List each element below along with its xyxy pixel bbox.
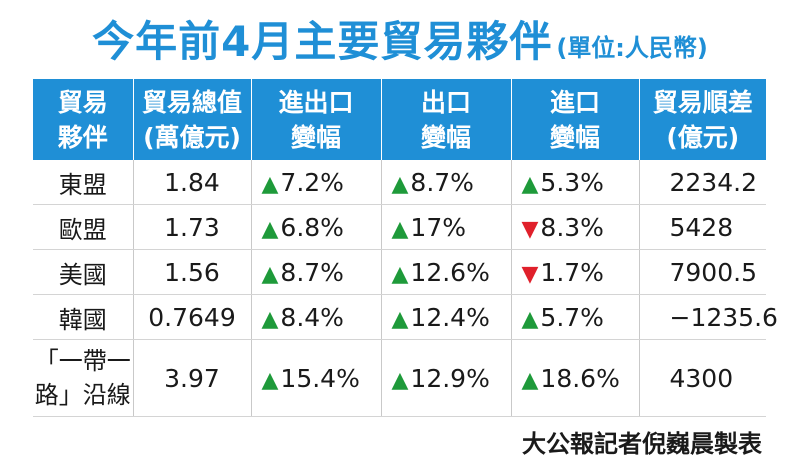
- cell-export-change: ▲8.7%: [380, 160, 511, 205]
- up-arrow-icon: ▲: [391, 216, 409, 242]
- change-value: 7.2%: [280, 167, 344, 197]
- cell-total-change: ▲8.7%: [250, 249, 381, 295]
- partner-name: 韓國: [58, 305, 107, 334]
- change-value: 8.3%: [540, 212, 604, 242]
- partner-name: 「一帶一 路」沿線: [34, 347, 131, 409]
- cell-total-change: ▲7.2%: [250, 160, 381, 205]
- header-row: 貿易 夥伴 貿易總值 (萬億元) 進出口 變幅 出口 變幅 進口 變幅 貿易順差…: [33, 79, 766, 160]
- change-value: 15.4%: [280, 363, 360, 393]
- header-total: 貿易總值 (萬億元): [132, 79, 251, 160]
- change-value: 5.7%: [540, 302, 604, 332]
- cell-export-change: ▲12.9%: [380, 339, 511, 417]
- title-block: 今年前4月主要貿易夥伴 (單位:人民幣): [0, 8, 800, 68]
- cell-total: 0.7649: [132, 294, 251, 340]
- change-value: 12.9%: [410, 363, 490, 393]
- change-value: 5.3%: [540, 167, 604, 197]
- up-arrow-icon: ▲: [261, 171, 279, 197]
- cell-total: 1.73: [132, 204, 251, 250]
- up-arrow-icon: ▲: [261, 216, 279, 242]
- cell-export-change: ▲12.4%: [380, 294, 511, 340]
- cell-import-change: ▼8.3%: [510, 204, 639, 250]
- partner-name: 東盟: [58, 170, 107, 199]
- cell-partner: 歐盟: [33, 204, 133, 250]
- up-arrow-icon: ▲: [391, 171, 409, 197]
- cell-import-change: ▲18.6%: [510, 339, 639, 417]
- cell-import-change: ▼1.7%: [510, 249, 639, 295]
- up-arrow-icon: ▲: [391, 367, 409, 393]
- up-arrow-icon: ▲: [521, 306, 539, 332]
- change-value: 8.4%: [280, 302, 344, 332]
- cell-surplus: 7900.5: [638, 249, 766, 295]
- header-export-change: 出口 變幅: [380, 79, 511, 160]
- cell-partner: 東盟: [33, 160, 133, 205]
- cell-import-change: ▲5.7%: [510, 294, 639, 340]
- down-arrow-icon: ▼: [521, 261, 539, 287]
- partner-name: 歐盟: [58, 215, 107, 244]
- up-arrow-icon: ▲: [261, 306, 279, 332]
- change-value: 1.7%: [540, 257, 604, 287]
- table-row: 歐盟 1.73 ▲6.8% ▲17% ▼8.3% 5428: [33, 204, 766, 250]
- header-surplus: 貿易順差 (億元): [638, 79, 766, 160]
- header-partner: 貿易 夥伴: [33, 79, 133, 160]
- header-total-change: 進出口 變幅: [250, 79, 381, 160]
- chart-title: 今年前4月主要貿易夥伴: [92, 17, 553, 66]
- cell-total: 1.84: [132, 160, 251, 205]
- change-value: 12.4%: [410, 302, 490, 332]
- table-body: 東盟 1.84 ▲7.2% ▲8.7% ▲5.3% 2234.2 歐盟 1.73 ▲6.8% ▲1…: [33, 160, 778, 417]
- cell-surplus: 4300: [638, 339, 766, 417]
- down-arrow-icon: ▼: [521, 216, 539, 242]
- table-row: 美國 1.56 ▲8.7% ▲12.6% ▼1.7% 7900.5: [33, 249, 766, 295]
- change-value: 17%: [410, 212, 466, 242]
- table-row: 「一帶一 路」沿線 3.97 ▲15.4% ▲12.9% ▲18.6% 4300: [33, 339, 766, 417]
- up-arrow-icon: ▲: [521, 367, 539, 393]
- cell-total: 1.56: [132, 249, 251, 295]
- up-arrow-icon: ▲: [521, 171, 539, 197]
- change-value: 12.6%: [410, 257, 490, 287]
- change-value: 8.7%: [410, 167, 474, 197]
- cell-partner: 韓國: [33, 294, 133, 340]
- header-import-change: 進口 變幅: [510, 79, 639, 160]
- trade-table: 貿易 夥伴 貿易總值 (萬億元) 進出口 變幅 出口 變幅 進口 變幅 貿易順差…: [33, 79, 778, 417]
- change-value: 6.8%: [280, 212, 344, 242]
- cell-total-change: ▲8.4%: [250, 294, 381, 340]
- cell-export-change: ▲17%: [380, 204, 511, 250]
- cell-surplus: 2234.2: [638, 160, 766, 205]
- up-arrow-icon: ▲: [261, 261, 279, 287]
- cell-total-change: ▲6.8%: [250, 204, 381, 250]
- cell-export-change: ▲12.6%: [380, 249, 511, 295]
- change-value: 8.7%: [280, 257, 344, 287]
- cell-surplus: −1235.6: [638, 294, 778, 340]
- credit-line: 大公報記者倪巍晨製表: [522, 430, 762, 458]
- cell-partner: 「一帶一 路」沿線: [33, 339, 133, 417]
- cell-total-change: ▲15.4%: [250, 339, 381, 417]
- partner-name: 美國: [58, 260, 107, 289]
- up-arrow-icon: ▲: [391, 306, 409, 332]
- change-value: 18.6%: [540, 363, 620, 393]
- table-row: 韓國 0.7649 ▲8.4% ▲12.4% ▲5.7% −1235.6: [33, 294, 778, 340]
- unit-label: (單位:人民幣): [556, 34, 708, 62]
- table-row: 東盟 1.84 ▲7.2% ▲8.7% ▲5.3% 2234.2: [33, 160, 766, 205]
- cell-partner: 美國: [33, 249, 133, 295]
- up-arrow-icon: ▲: [261, 367, 279, 393]
- cell-total: 3.97: [132, 339, 251, 417]
- cell-import-change: ▲5.3%: [510, 160, 639, 205]
- cell-surplus: 5428: [638, 204, 766, 250]
- up-arrow-icon: ▲: [391, 261, 409, 287]
